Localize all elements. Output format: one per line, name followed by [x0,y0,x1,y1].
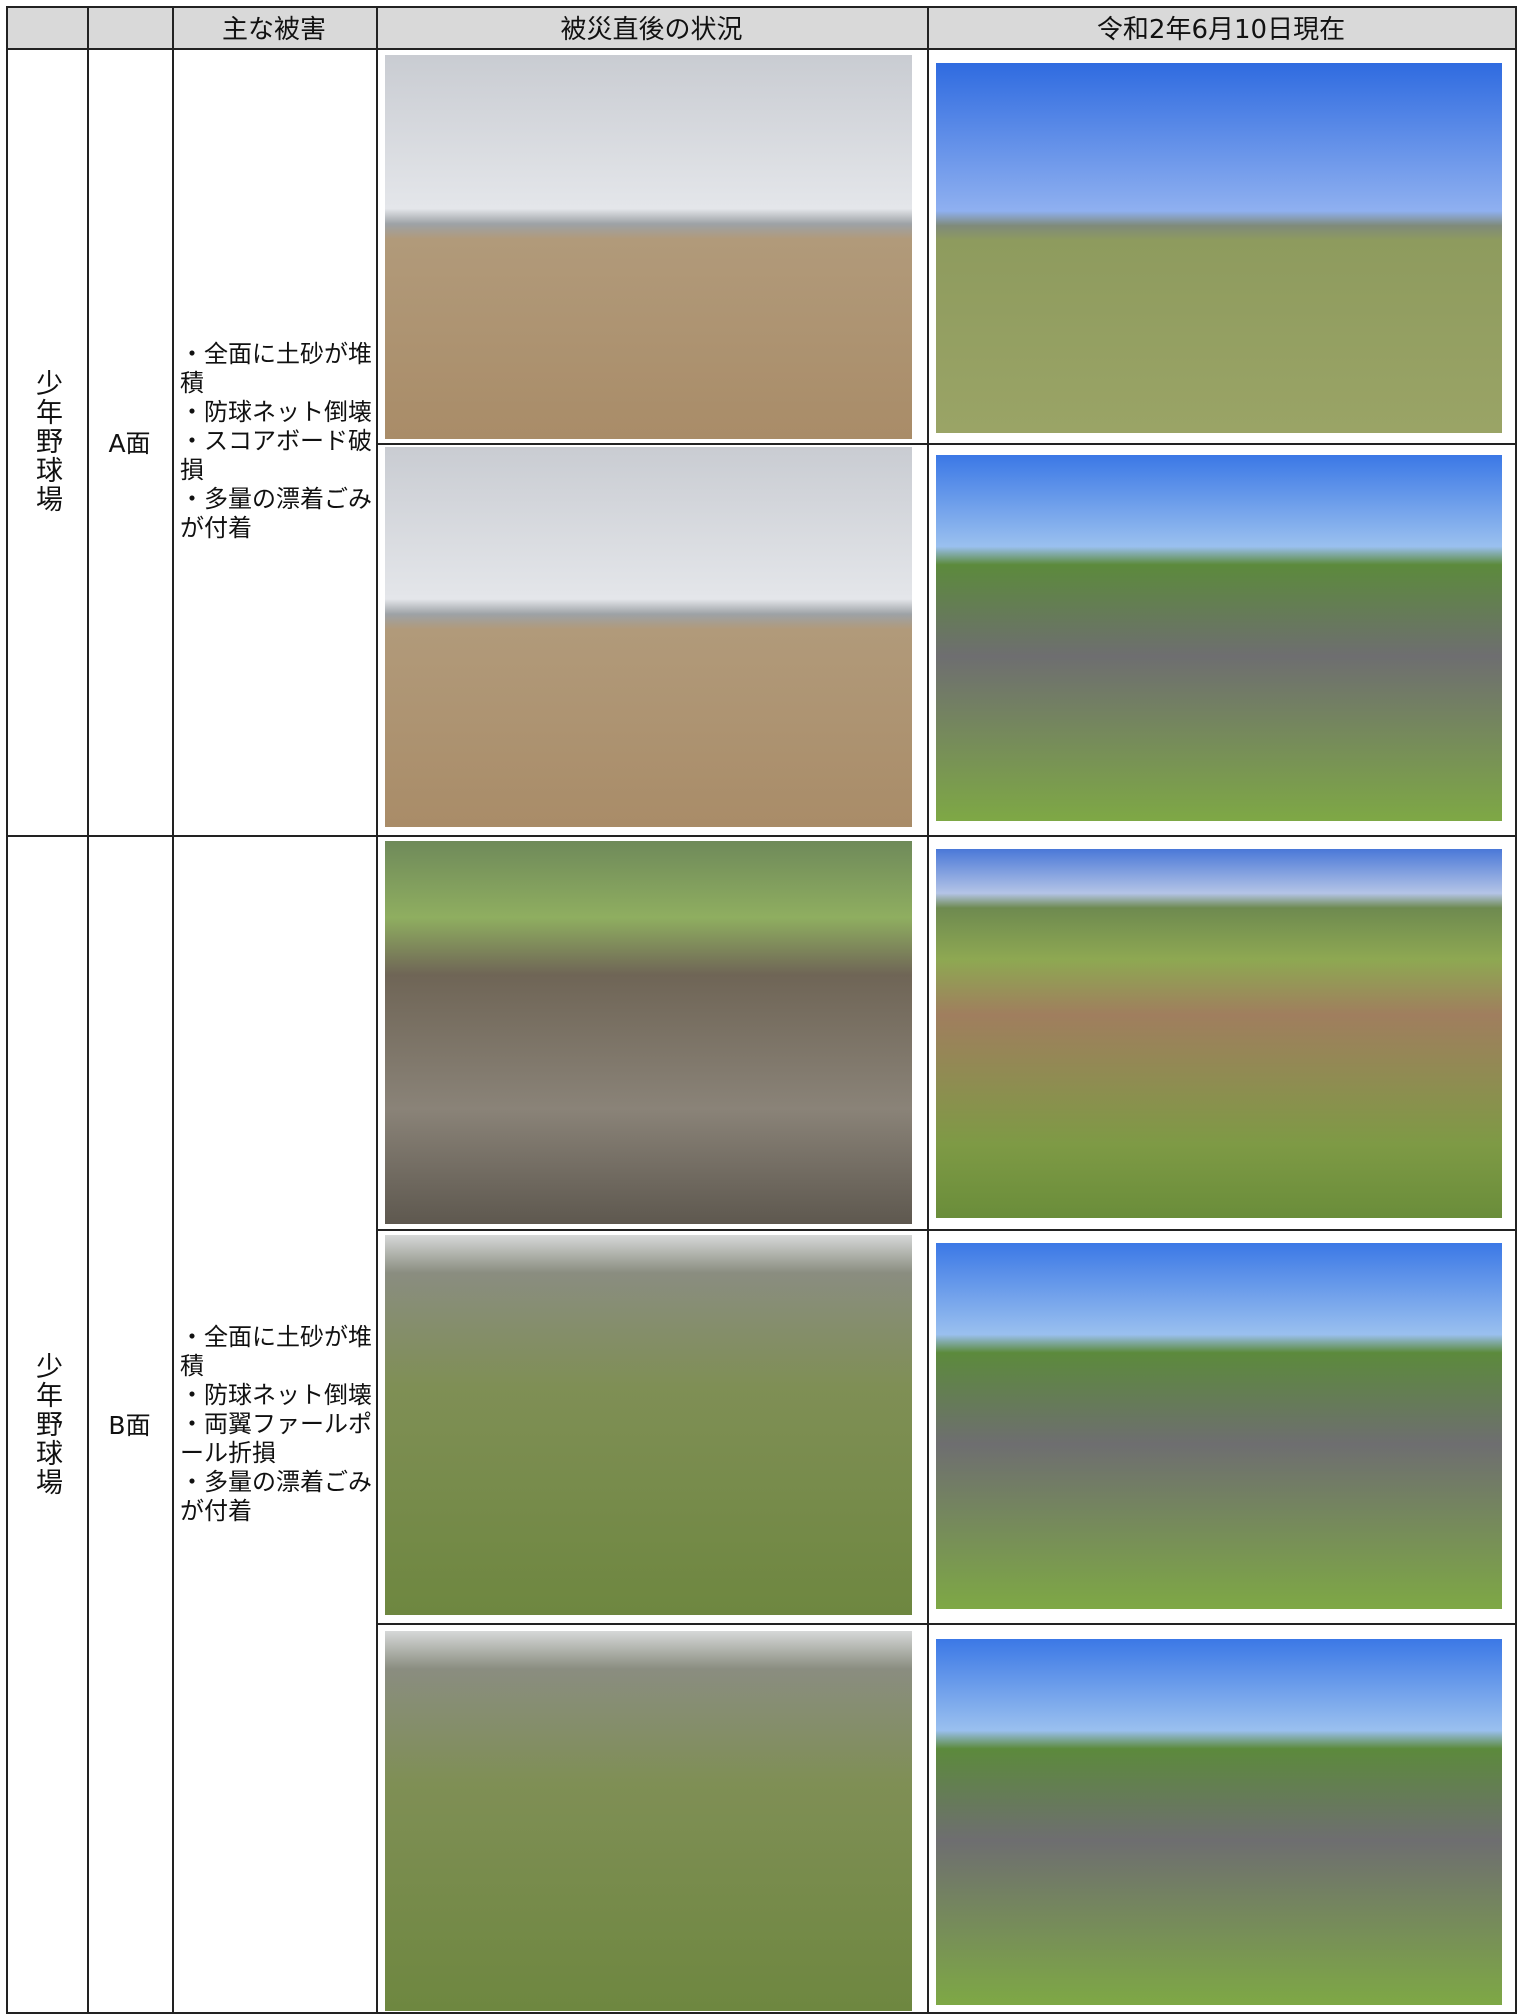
photo-current [936,1243,1502,1609]
rule [172,6,174,2013]
damage-item: ・スコアボード破損 [180,427,372,484]
rule [1515,6,1517,2013]
photo-after-disaster [385,447,912,827]
damage-item: ・防球ネット倒壊 [180,398,372,426]
face: B面 [108,1411,151,1440]
rule [6,835,1517,837]
damage-item: ・両翼ファールポール折損 [180,1409,372,1467]
face: A面 [108,428,151,458]
photo-after-disaster [385,841,912,1224]
damage-item: ・全面に土砂が堆積 [180,1322,372,1380]
photo-after-disaster [385,55,912,439]
photo-current [936,1639,1502,2005]
column-header: 令和2年6月10日現在 [1096,14,1346,45]
rule [6,6,8,2013]
rule [376,6,378,2013]
photo-after-disaster [385,1235,912,1615]
damage-list: ・全面に土砂が堆積 ・防球ネット倒壊 ・スコアボード破損 ・多量の漂着ごみが付着 [174,48,376,835]
damage-item: ・多量の漂着ごみが付着 [180,1467,372,1525]
rule [376,1623,1517,1625]
rule [6,2012,1517,2014]
column-header: 被災直後の状況 [560,14,743,45]
photo-current [936,63,1502,433]
rule [87,6,89,2013]
damage-item: ・防球ネット倒壊 [180,1380,372,1409]
rule [927,6,929,2013]
facility: 少年野球場 [31,1351,62,1497]
rule [376,443,1517,445]
damage-list: ・全面に土砂が堆積 ・防球ネット倒壊 ・両翼ファールポール折損 ・多量の漂着ごみが付着 [174,835,376,2013]
damage-item: ・全面に土砂が堆積 [180,340,372,397]
column-header: 主な被害 [221,14,326,45]
facility: 少年野球場 [31,369,62,514]
damage-item: ・多量の漂着ごみが付着 [180,485,372,542]
photo-current [936,455,1502,821]
rule [6,48,1517,50]
photo-after-disaster [385,1631,912,2011]
photo-current [936,849,1502,1218]
rule [6,6,1517,8]
rule [376,1229,1517,1231]
header-bg [6,6,1515,48]
